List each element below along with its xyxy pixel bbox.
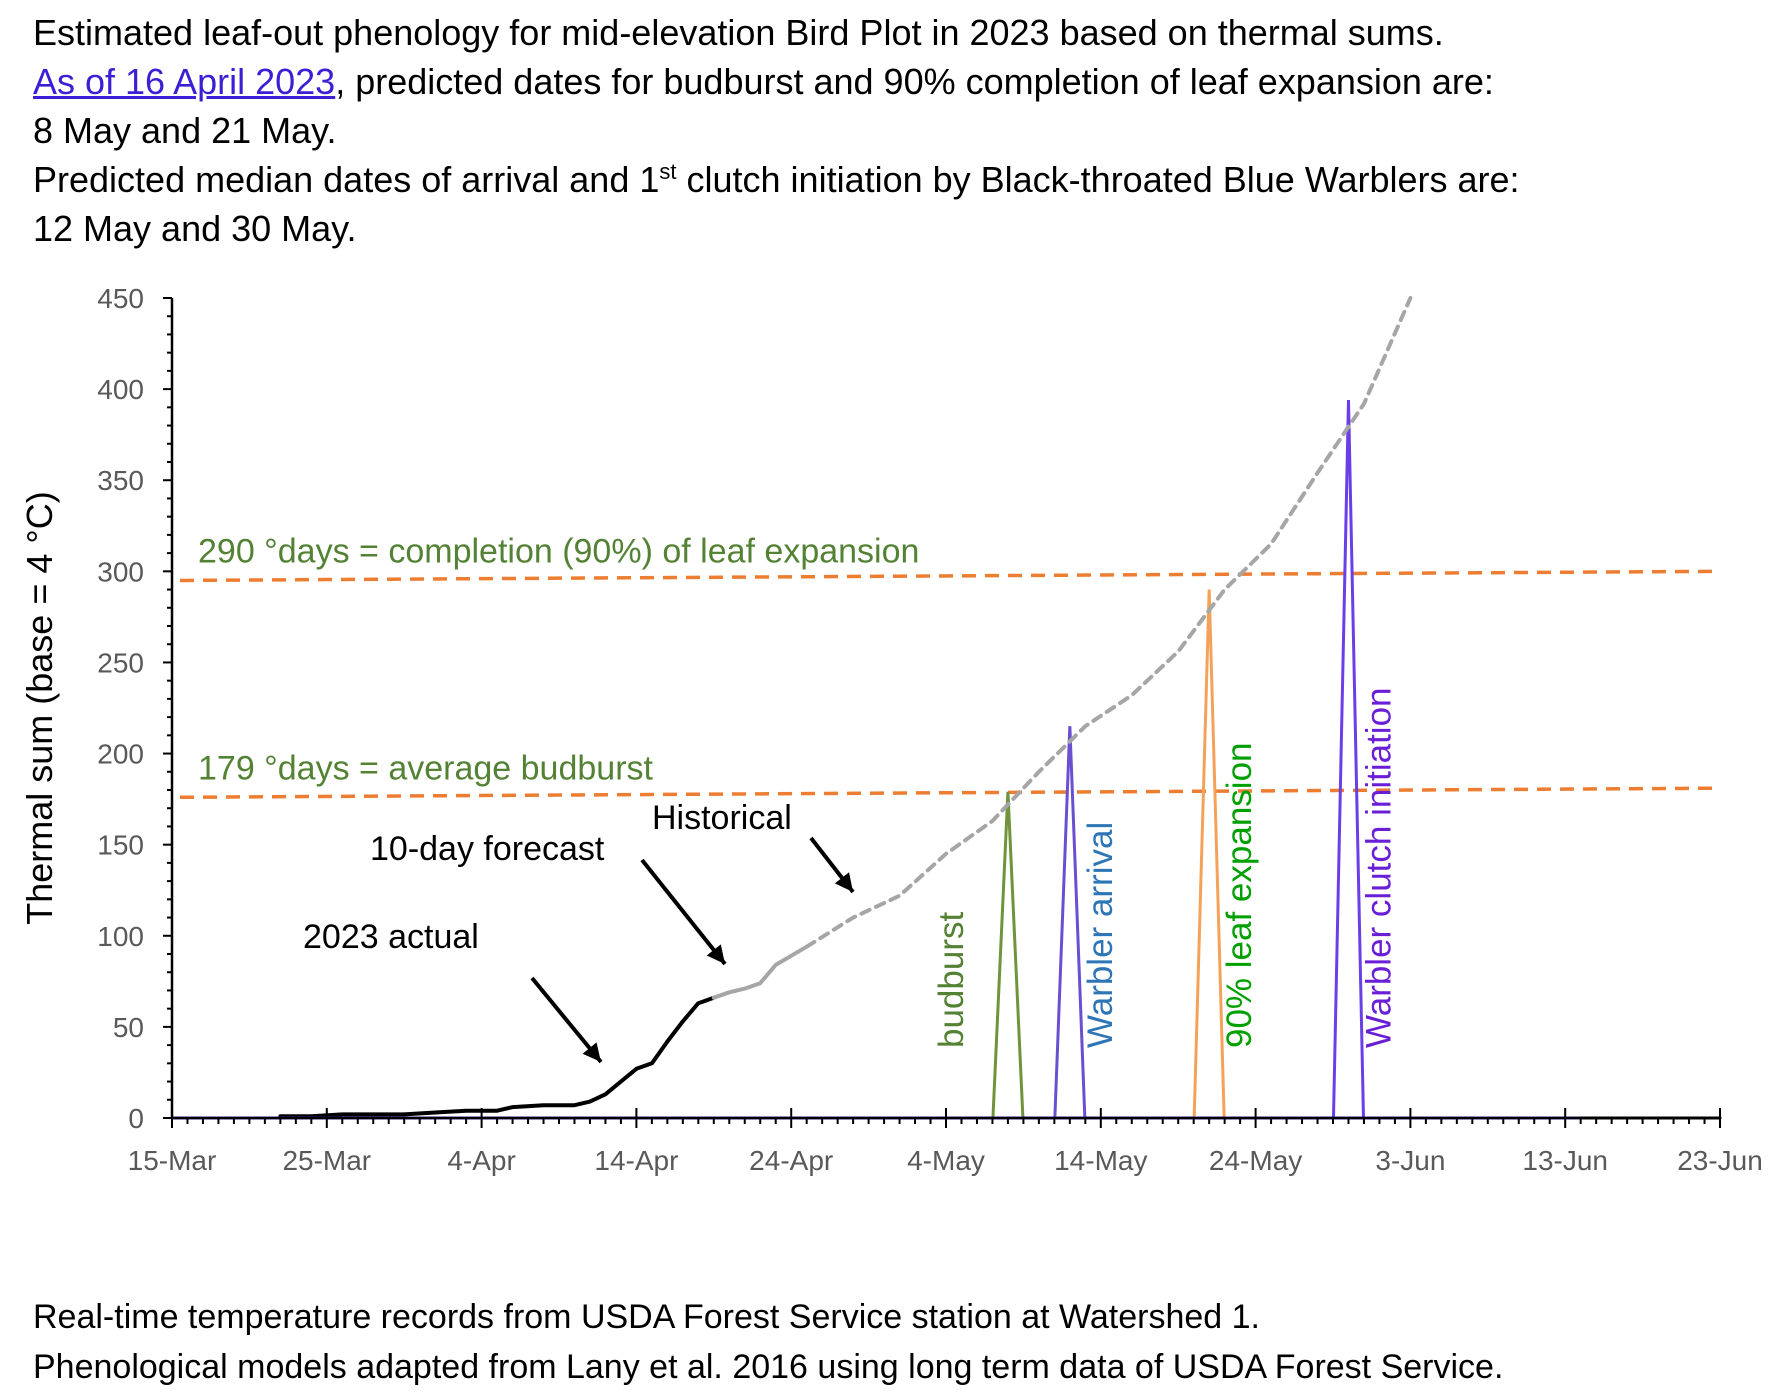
y-tick-label: 350	[97, 465, 144, 496]
spike-1	[1053, 726, 1087, 1119]
date-link[interactable]: As of 16 April 2023	[33, 61, 336, 102]
y-tick-label: 100	[97, 921, 144, 952]
x-tick-label: 24-Apr	[749, 1145, 833, 1176]
series-actual-continued	[665, 995, 716, 1044]
y-tick-label: 250	[97, 647, 144, 678]
spike-label-0: budburst	[932, 912, 971, 1048]
spike-2	[1192, 589, 1226, 1119]
header-line-3: 8 May and 21 May.	[33, 110, 337, 151]
threshold-line-0	[179, 569, 1721, 583]
x-tick-label: 25-Mar	[282, 1145, 371, 1176]
annotation-label-0: 2023 actual	[303, 918, 479, 956]
y-axis-label: Thermal sum (base = 4 °C)	[19, 491, 60, 925]
annotation-arrowhead-0	[582, 1042, 601, 1062]
spike-0	[991, 791, 1025, 1119]
threshold-label-1: 179 °days = average budburst	[198, 749, 654, 787]
y-tick-label: 50	[113, 1012, 144, 1043]
spike-label-2: 90% leaf expansion	[1220, 743, 1259, 1049]
header-line-4-sup: st	[659, 159, 677, 184]
threshold-line-1	[179, 786, 1721, 800]
y-tick-label: 200	[97, 739, 144, 770]
y-tick-label: 150	[97, 830, 144, 861]
annotation-label-2: Historical	[652, 799, 792, 837]
x-tick-label: 14-May	[1054, 1145, 1147, 1176]
header-line-2-rest: , predicted dates for budburst and 90% c…	[335, 61, 1494, 102]
header-line-4-post: clutch initiation by Black-throated Blue…	[676, 159, 1520, 200]
threshold-lines: 290 °days = completion (90%) of leaf exp…	[179, 532, 1721, 800]
annotations: 2023 actual 10-day forecast Historical	[303, 799, 855, 1064]
x-tick-label: 4-Apr	[447, 1145, 515, 1176]
y-tick-label: 400	[97, 374, 144, 405]
chart-footer: Real-time temperature records from USDA …	[33, 1292, 1503, 1392]
footer-line-1: Real-time temperature records from USDA …	[33, 1298, 1260, 1336]
y-tick-label: 300	[97, 556, 144, 587]
spike-label-3: Warbler clutch initiation	[1359, 687, 1398, 1048]
header-line-5: 12 May and 30 May.	[33, 208, 357, 249]
annotation-arrowhead-1	[706, 944, 725, 964]
x-tick-label: 13-Jun	[1522, 1145, 1608, 1176]
y-tick-label: 0	[128, 1103, 144, 1134]
x-tick-label: 23-Jun	[1677, 1145, 1763, 1176]
spike-label-1: Warbler arrival	[1081, 822, 1120, 1048]
phenology-spikes: budburst Warbler arrival 90% leaf expansio…	[932, 400, 1398, 1119]
spike-3	[1331, 400, 1365, 1119]
x-tick-label: 15-Mar	[128, 1145, 217, 1176]
series-forecast	[711, 944, 809, 1000]
annotation-arrow-0	[530, 976, 603, 1064]
x-tick-label: 14-Apr	[594, 1145, 678, 1176]
x-tick-label: 3-Jun	[1375, 1145, 1445, 1176]
header-line-2: As of 16 April 2023, predicted dates for…	[33, 57, 1753, 106]
threshold-label-0: 290 °days = completion (90%) of leaf exp…	[198, 532, 919, 570]
y-tick-label: 450	[97, 283, 144, 314]
series-historical	[804, 296, 1413, 949]
annotation-arrowhead-2	[834, 872, 853, 892]
annotation-arrow-1	[640, 858, 727, 966]
chart-header: Estimated leaf-out phenology for mid-ele…	[33, 8, 1753, 253]
annotation-label-1: 10-day forecast	[370, 830, 605, 868]
header-line-4-pre: Predicted median dates of arrival and 1	[33, 159, 660, 200]
x-tick-label: 4-May	[907, 1145, 985, 1176]
axes: 0 50 100 150 200 250 300 350 400 450 Thermal sum (…	[19, 283, 1763, 1176]
thermal-sum-chart: 290 °days = completion (90%) of leaf exp…	[19, 283, 1763, 1176]
header-line-4: Predicted median dates of arrival and 1s…	[33, 155, 1753, 204]
header-title: Estimated leaf-out phenology for mid-ele…	[33, 12, 1444, 53]
series-actual	[278, 1039, 670, 1119]
footer-line-2: Phenological models adapted from Lany et…	[33, 1348, 1504, 1386]
x-tick-label: 24-May	[1209, 1145, 1302, 1176]
